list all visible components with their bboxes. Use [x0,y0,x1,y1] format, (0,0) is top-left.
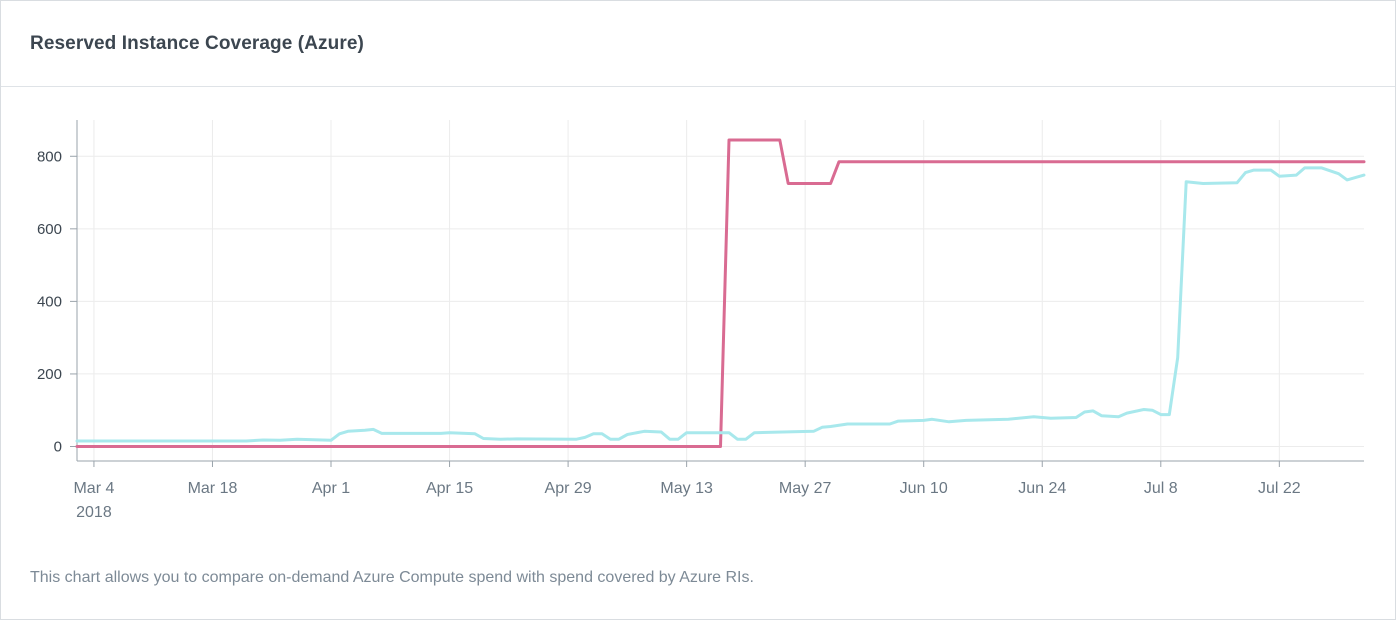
y-tick-label: 0 [54,438,62,455]
chart-description: This chart allows you to compare on-dema… [30,569,754,586]
x-tick-label: Jun 10 [900,480,948,497]
x-tick-label: Jun 24 [1018,480,1066,497]
panel-header: Reserved Instance Coverage (Azure) [1,1,1395,87]
x-tick-label: Jul 22 [1258,480,1301,497]
y-tick-label: 800 [37,148,62,165]
series-line-1 [75,138,1366,448]
x-tick-year-label: 2018 [76,504,112,521]
y-tick-label: 200 [37,366,62,383]
x-tick-label: Apr 29 [545,480,592,497]
x-tick-label: Jul 8 [1144,480,1178,497]
panel-title: Reserved Instance Coverage (Azure) [30,32,364,54]
y-tick-label: 400 [37,293,62,310]
x-tick-label: May 13 [660,480,713,497]
y-tick-label: 600 [37,221,62,238]
line-chart: Mar 4 2018 Mar 18 Apr 1 Apr 15 Apr 29 May 13 Ma… [37,120,1366,521]
series-line-2 [75,166,1366,443]
x-tick-label: May 27 [779,480,832,497]
x-tick-label: Mar 18 [188,480,238,497]
x-tick-label: Apr 15 [426,480,473,497]
x-tick-label: Apr 1 [312,480,350,497]
chart-area: Mar 4 2018 Mar 18 Apr 1 Apr 15 Apr 29 May 13 Ma… [1,88,1395,538]
x-tick-label: Mar 4 [73,480,114,497]
